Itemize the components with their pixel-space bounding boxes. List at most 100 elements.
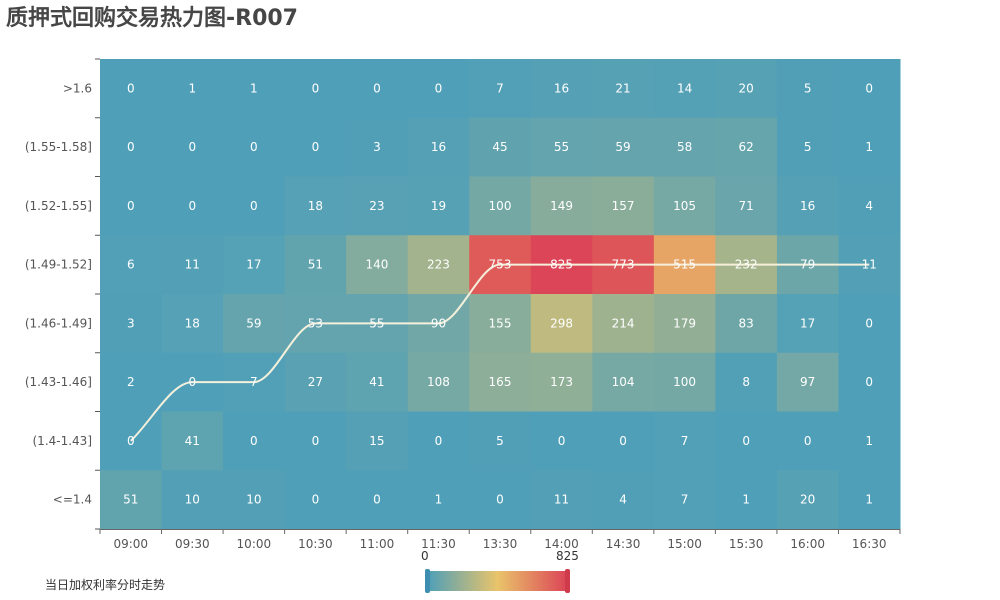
cell-value-label: 0	[496, 493, 504, 507]
heatmap-cell	[715, 117, 778, 177]
heatmap-cell	[284, 352, 347, 412]
cell-value-label: 16	[431, 140, 446, 154]
cell-value-label: 7	[496, 81, 504, 95]
heatmap-cell	[469, 352, 532, 412]
heatmap-cell	[530, 117, 593, 177]
heatmap-cell	[223, 294, 286, 354]
cell-value-label: 97	[800, 375, 815, 389]
cell-value-label: 825	[550, 258, 573, 272]
heatmap-cell	[284, 470, 347, 530]
cell-value-label: 51	[123, 493, 138, 507]
heatmap-cell	[100, 294, 163, 354]
x-tick-label: 13:30	[483, 537, 518, 551]
cell-value-label: 100	[489, 199, 512, 213]
x-tick-label: 14:00	[544, 537, 579, 551]
y-tick-label: (1.55-1.58]	[25, 140, 92, 154]
heatmap-cell	[407, 352, 470, 412]
heatmap-cell	[653, 352, 716, 412]
visual-map-handle-min[interactable]	[425, 569, 430, 593]
heatmap-cell	[284, 176, 347, 236]
cell-value-label: 11	[185, 258, 200, 272]
cell-value-label: 59	[615, 140, 630, 154]
cell-value-label: 0	[250, 140, 258, 154]
cell-value-label: 17	[800, 316, 815, 330]
cell-value-label: 14	[677, 81, 692, 95]
y-tick-label: (1.52-1.55]	[25, 199, 92, 213]
x-tick-label: 09:30	[175, 537, 210, 551]
heatmap-cell	[838, 117, 901, 177]
heatmap-cell	[223, 411, 286, 471]
heatmap-cell	[715, 176, 778, 236]
heatmap-cell	[530, 176, 593, 236]
cell-value-label: 7	[250, 375, 258, 389]
cell-value-label: 55	[369, 316, 384, 330]
chart-title: 质押式回购交易热力图-R007	[6, 6, 298, 31]
cell-value-label: 1	[865, 493, 873, 507]
cell-value-label: 45	[492, 140, 507, 154]
heatmap-cell	[161, 176, 224, 236]
x-tick-label: 16:30	[852, 537, 887, 551]
heatmap-cell	[653, 411, 716, 471]
heatmap-cell	[838, 411, 901, 471]
cell-value-label: 41	[369, 375, 384, 389]
x-tick-label: 14:30	[606, 537, 641, 551]
cell-value-label: 1	[435, 493, 443, 507]
cell-value-label: 20	[800, 493, 815, 507]
cell-value-label: 79	[800, 258, 815, 272]
heatmap-cell	[223, 176, 286, 236]
heatmap-cell	[223, 235, 286, 295]
cell-value-label: 773	[612, 258, 635, 272]
y-tick-label: (1.43-1.46]	[25, 375, 92, 389]
heatmap-cell	[100, 352, 163, 412]
cell-value-label: 55	[554, 140, 569, 154]
cell-value-label: 21	[615, 81, 630, 95]
cell-value-label: 179	[673, 316, 696, 330]
legend-series-label[interactable]: 当日加权利率分时走势	[45, 578, 166, 592]
heatmap-cell	[530, 411, 593, 471]
cell-value-label: 0	[312, 140, 320, 154]
cell-value-label: 0	[188, 375, 196, 389]
heatmap-cell	[715, 59, 778, 119]
heatmap-cell	[715, 294, 778, 354]
cell-value-label: 18	[308, 199, 323, 213]
heatmap-cell	[223, 59, 286, 119]
heatmap-cell	[223, 470, 286, 530]
cell-value-label: 1	[742, 493, 750, 507]
visual-map-handle-max[interactable]	[565, 569, 570, 593]
cell-value-label: 16	[800, 199, 815, 213]
x-tick-label: 11:00	[360, 537, 395, 551]
heatmap-cell	[100, 117, 163, 177]
heatmap-cell	[469, 470, 532, 530]
heatmap-cell	[161, 235, 224, 295]
cell-value-label: 62	[739, 140, 754, 154]
cell-value-label: 58	[677, 140, 692, 154]
heatmap-cell	[407, 59, 470, 119]
cell-value-label: 5	[804, 140, 812, 154]
cell-value-label: 0	[619, 434, 627, 448]
cell-value-label: 4	[619, 493, 627, 507]
heatmap-cell	[100, 470, 163, 530]
cell-value-label: 1	[865, 434, 873, 448]
cell-value-label: 8	[742, 375, 750, 389]
heatmap-cell	[161, 294, 224, 354]
heatmap-cell	[838, 352, 901, 412]
cell-value-label: 0	[865, 81, 873, 95]
heatmap-cell	[776, 470, 839, 530]
cell-value-label: 0	[435, 81, 443, 95]
cell-value-label: 15	[369, 434, 384, 448]
heatmap-cell	[346, 352, 409, 412]
cell-value-label: 0	[312, 81, 320, 95]
cell-value-label: 71	[739, 199, 754, 213]
heatmap-cell	[838, 294, 901, 354]
cell-value-label: 0	[742, 434, 750, 448]
y-tick-label: (1.4-1.43]	[33, 434, 93, 448]
cell-value-label: 140	[365, 258, 388, 272]
cell-value-label: 6	[127, 258, 135, 272]
x-tick-label: 10:30	[298, 537, 333, 551]
heatmap-cell	[776, 294, 839, 354]
cell-value-label: 16	[554, 81, 569, 95]
cell-value-label: 17	[246, 258, 261, 272]
cell-value-label: 0	[188, 199, 196, 213]
x-tick-label: 09:00	[113, 537, 148, 551]
visual-map-max-label: 825	[556, 549, 579, 563]
